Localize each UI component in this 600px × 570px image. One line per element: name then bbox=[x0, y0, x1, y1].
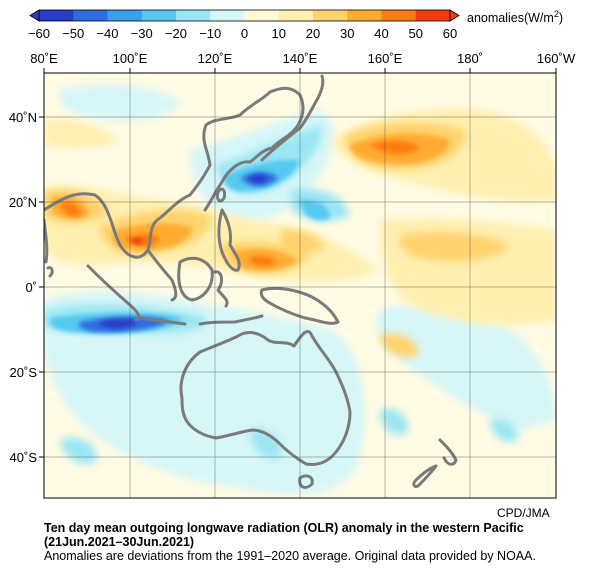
lat-label-40n: 40˚N bbox=[9, 110, 37, 125]
latitude-labels: 40˚N 20˚N 0˚ 20˚S 40˚S bbox=[9, 110, 38, 465]
lat-label-40s: 40˚S bbox=[10, 450, 38, 465]
caption-period: (21Jun.2021–30Jun.2021) bbox=[44, 535, 195, 549]
lon-label-160e: 160˚E bbox=[368, 51, 403, 66]
longitude-labels: 80˚E 100˚E 120˚E 140˚E 160˚E 180˚ 160˚W bbox=[30, 51, 576, 66]
coast-taiwan bbox=[216, 187, 226, 203]
lon-label-100e: 100˚E bbox=[113, 51, 148, 66]
lat-label-0: 0˚ bbox=[25, 280, 37, 295]
lat-label-20n: 20˚N bbox=[9, 195, 37, 210]
colorbar-cell bbox=[278, 10, 314, 21]
colorbar-tick-labels: −60 −50 −40 −30 −20 −10 0 10 20 30 40 50 60 bbox=[28, 26, 457, 41]
colorbar-tick-label: 20 bbox=[306, 26, 320, 41]
coast-java bbox=[138, 316, 187, 326]
colorbar-tick-label: −60 bbox=[28, 26, 50, 41]
lon-label-80e: 80˚E bbox=[30, 51, 58, 66]
colorbar-cell bbox=[39, 10, 74, 21]
lon-label-180: 180˚ bbox=[457, 51, 483, 66]
extreme-positive-regions bbox=[130, 238, 144, 245]
colorbar-tick-label: 60 bbox=[443, 26, 457, 41]
lon-label-120e: 120˚E bbox=[198, 51, 233, 66]
colorbar-cell bbox=[176, 10, 211, 21]
colorbar-tick-label: 10 bbox=[272, 26, 286, 41]
colorbar: −60 −50 −40 −30 −20 −10 0 10 20 30 40 50 60 anomalie… bbox=[28, 9, 563, 41]
coast-new-guinea bbox=[259, 286, 340, 325]
colorbar-left-arrow bbox=[29, 9, 40, 22]
caption-title: Ten day mean outgoing longwave radiation… bbox=[44, 521, 524, 535]
axis-tick-marks bbox=[39, 68, 557, 458]
colorbar-tick-label: −40 bbox=[96, 26, 118, 41]
colorbar-cell bbox=[244, 10, 280, 21]
coast-philippines bbox=[217, 208, 241, 272]
lon-label-140e: 140˚E bbox=[283, 51, 318, 66]
coast-sulawesi bbox=[213, 270, 229, 308]
colorbar-tick-label: 30 bbox=[340, 26, 354, 41]
colorbar-tick-label: −10 bbox=[199, 26, 221, 41]
colorbar-cell bbox=[210, 10, 245, 21]
coast-sri-lanka bbox=[46, 266, 54, 278]
colorbar-cell bbox=[381, 10, 417, 21]
colorbar-cell bbox=[73, 10, 108, 21]
coast-new-zealand-north bbox=[438, 438, 458, 466]
colorbar-cells bbox=[38, 9, 451, 22]
olr-anomaly-field bbox=[44, 73, 556, 498]
lat-label-20s: 20˚S bbox=[10, 365, 38, 380]
colorbar-cell bbox=[107, 10, 143, 21]
colorbar-tick-label: 40 bbox=[374, 26, 388, 41]
coast-asia bbox=[44, 86, 305, 259]
coast-malaysia bbox=[146, 248, 178, 302]
colorbar-cell bbox=[141, 10, 177, 21]
coast-japan bbox=[260, 74, 325, 162]
graticule bbox=[44, 73, 556, 498]
credit-label: CPD/JMA bbox=[497, 506, 550, 520]
coast-borneo bbox=[177, 256, 214, 302]
colorbar-tick-label: 50 bbox=[409, 26, 423, 41]
colorbar-cell bbox=[313, 10, 348, 21]
colorbar-tick-label: −30 bbox=[131, 26, 153, 41]
coast-timor-chain bbox=[198, 314, 264, 326]
caption-note: Anomalies are deviations from the 1991–2… bbox=[44, 549, 536, 563]
colorbar-cell bbox=[415, 10, 451, 21]
colorbar-right-arrow bbox=[449, 9, 460, 22]
extreme-negative-regions bbox=[98, 174, 268, 329]
colorbar-unit-label: anomalies(W/m2) bbox=[467, 9, 563, 25]
colorbar-tick-label: 0 bbox=[241, 26, 248, 41]
colorbar-cell bbox=[347, 10, 382, 21]
coast-tasmania bbox=[298, 474, 314, 489]
colorbar-tick-label: −50 bbox=[62, 26, 84, 41]
colorbar-tick-label: −20 bbox=[165, 26, 187, 41]
coast-australia bbox=[179, 330, 352, 466]
lon-label-160w: 160˚W bbox=[537, 51, 576, 66]
coast-new-zealand-south bbox=[412, 464, 438, 488]
